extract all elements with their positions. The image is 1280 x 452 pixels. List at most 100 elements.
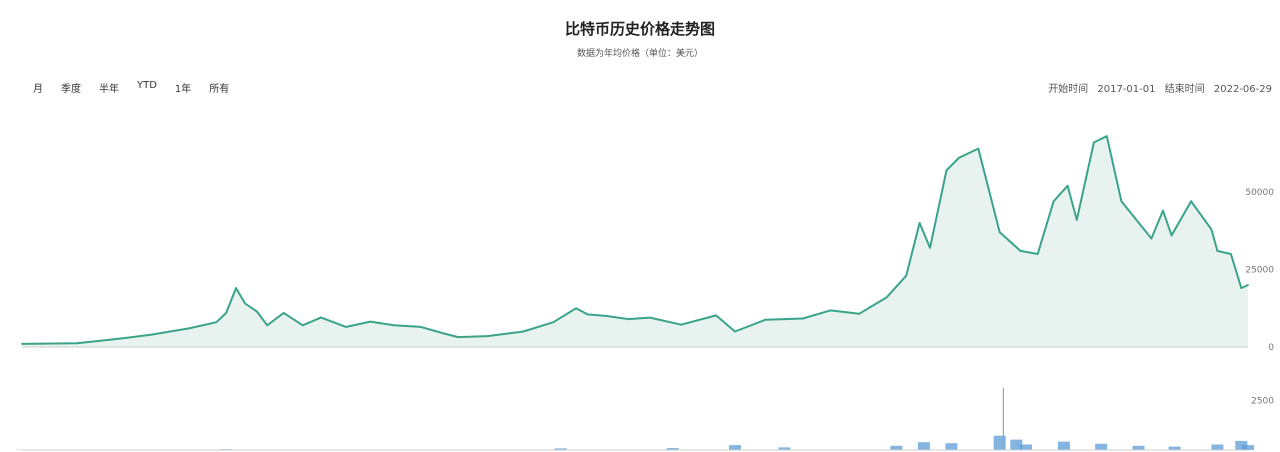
price-point [1093, 141, 1095, 144]
price-point [1036, 253, 1039, 255]
volume-bar [1168, 446, 1181, 450]
price-point [829, 309, 832, 312]
price-point [76, 342, 78, 345]
price-area [22, 136, 1248, 347]
end-date-label: 结束时间 [1164, 84, 1205, 95]
volume-bar [945, 443, 958, 450]
volume-bar [917, 442, 930, 450]
volume-bar [1242, 445, 1254, 450]
price-point [419, 326, 422, 328]
price-point [345, 326, 347, 328]
volume-bar [993, 435, 1006, 450]
volume-y-tick-label: 2500 [1251, 397, 1274, 407]
range-all-button[interactable]: 所有 [209, 84, 230, 95]
price-point [575, 307, 577, 310]
price-plot-area [21, 135, 1249, 347]
price-point [649, 316, 651, 319]
volume-bar [554, 448, 567, 450]
axis-labels: 0 25000 50000 2500 [22, 188, 1274, 451]
price-point [1230, 253, 1232, 255]
volume-bar [1002, 387, 1004, 450]
price-point [627, 318, 630, 320]
price-point [369, 320, 372, 323]
date-range-display: 开始时间 2017-01-01 结束时间 2022-06-29 [1042, 80, 1272, 95]
price-point [244, 302, 247, 305]
price-point [1216, 250, 1219, 252]
price-point [1150, 237, 1153, 240]
price-point [929, 246, 931, 249]
price-point [885, 296, 888, 299]
start-date-label: 开始时间 [1048, 84, 1089, 95]
price-point [764, 318, 767, 321]
range-quarter-button[interactable]: 季度 [61, 84, 81, 95]
range-ytd-button[interactable]: YTD [137, 80, 157, 91]
price-point [235, 287, 237, 289]
price-point [1210, 228, 1213, 231]
price-point [113, 338, 116, 341]
price-point [441, 332, 444, 334]
price-point [301, 324, 304, 327]
price-point [1120, 200, 1123, 203]
volume-bar [1010, 439, 1023, 450]
price-point [680, 323, 683, 326]
price-point [522, 330, 525, 333]
price-point [905, 274, 908, 277]
price-point [945, 169, 948, 172]
price-point [1066, 184, 1069, 187]
range-halfyear-button[interactable]: 半年 [99, 84, 119, 95]
price-point [1052, 200, 1055, 203]
price-point [392, 324, 395, 327]
price-point [918, 222, 921, 224]
range-selector: 月 季度 半年 YTD 1年 所有 [33, 80, 247, 95]
volume-bar [1132, 445, 1145, 450]
chart-subtitle: 数据为年均价格（单位：美元） [576, 49, 703, 59]
price-point [266, 324, 269, 327]
price-point [215, 321, 218, 324]
price-y-tick-label: 50000 [1245, 188, 1274, 198]
price-point [552, 321, 555, 324]
price-point [977, 147, 980, 150]
range-month-button[interactable]: 月 [33, 84, 43, 95]
price-point [998, 231, 1001, 234]
price-point [586, 313, 589, 316]
volume-bar [1057, 441, 1070, 450]
price-y-tick-label: 0 [1268, 343, 1274, 353]
price-point [957, 157, 960, 159]
price-point [255, 310, 258, 313]
price-point [1162, 209, 1164, 212]
volume-bar [1095, 443, 1108, 450]
price-line [21, 135, 1249, 345]
price-point [1170, 234, 1173, 237]
volume-bar [1020, 444, 1032, 450]
volume-bar [778, 447, 791, 450]
price-point [734, 330, 736, 333]
volume-bar [890, 445, 903, 450]
price-point [188, 327, 190, 330]
price-point [457, 336, 459, 338]
price-point [1105, 135, 1108, 138]
price-point [225, 312, 228, 314]
price-point [858, 312, 860, 315]
price-point [21, 343, 23, 345]
price-point [605, 315, 608, 317]
volume-bar [1211, 444, 1224, 450]
price-point [1247, 284, 1249, 286]
price-point [320, 316, 322, 319]
volume-bar [729, 445, 741, 450]
start-date-value[interactable]: 2017-01-01 [1097, 84, 1156, 95]
price-point [1240, 287, 1243, 289]
price-y-tick-label: 25000 [1245, 266, 1274, 276]
price-point [150, 333, 153, 336]
price-point [282, 312, 285, 314]
price-point [1190, 200, 1192, 203]
range-1y-button[interactable]: 1年 [174, 84, 192, 95]
end-date-value[interactable]: 2022-06-29 [1213, 84, 1272, 95]
volume-plot-area [16, 387, 1254, 450]
price-point [486, 335, 489, 337]
volume-bar [666, 448, 679, 450]
price-point [1019, 250, 1022, 252]
price-point [1075, 219, 1078, 221]
price-point [715, 314, 717, 317]
chart-title: 比特币历史价格走势图 [564, 20, 715, 38]
